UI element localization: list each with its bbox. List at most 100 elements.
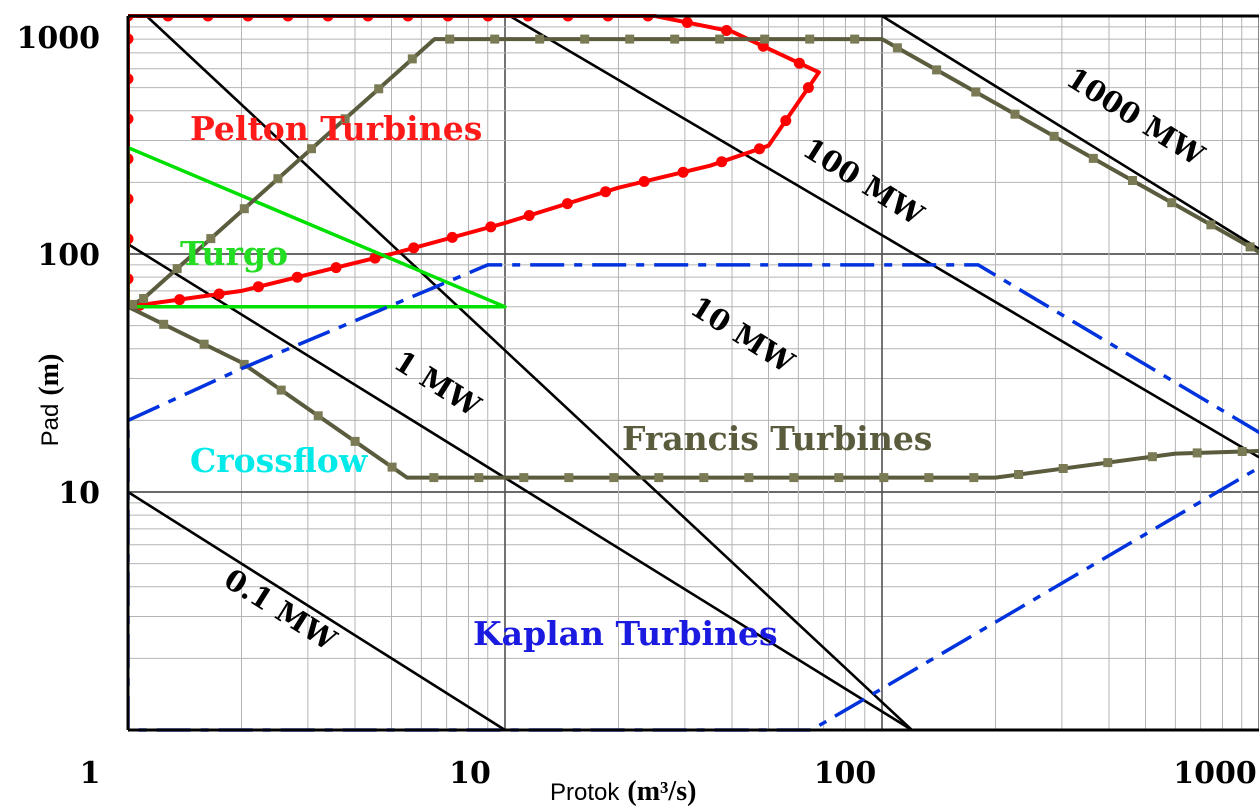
region-label-crossflow: Crossflow (190, 441, 369, 480)
francis-turbines-marker (474, 473, 484, 483)
francis-turbines-marker (924, 473, 934, 483)
y-tick-label: 1000 (17, 21, 101, 56)
pelton-turbines-marker (213, 288, 225, 300)
francis-turbines-marker (744, 473, 754, 483)
francis-turbines-marker (407, 54, 417, 64)
region-label-francis-turbines: Francis Turbines (622, 419, 932, 458)
y-axis-title-word: Pad (37, 404, 64, 447)
francis-turbines-marker (1167, 198, 1177, 208)
francis-turbines-marker (1128, 176, 1137, 185)
pelton-turbines-marker (369, 252, 381, 264)
francis-turbines-marker (490, 34, 500, 44)
francis-turbines-marker (654, 473, 664, 483)
francis-turbines-marker (128, 299, 138, 309)
francis-turbines-marker (850, 34, 860, 44)
power-line-label: 100 MW (797, 131, 930, 232)
x-tick-label: 1 (80, 756, 101, 791)
francis-turbines-marker (445, 34, 455, 44)
power-line-10-mw (145, 15, 913, 731)
francis-turbines-marker (879, 473, 889, 483)
power-line-100-mw (509, 14, 1259, 459)
francis-turbines-marker (374, 84, 384, 94)
x-tick-label: 10 (449, 756, 491, 791)
francis-turbines-marker (789, 473, 799, 483)
x-axis-title-unit: (m³/s) (627, 776, 696, 807)
francis-turbines-marker (834, 473, 844, 483)
francis-turbines-marker (1245, 242, 1255, 252)
region-labels: 0.1 MW 1 MW 10 MW 100 MW 1000 MW Pelton Turbi… (180, 61, 1211, 658)
francis-turbines-marker (1014, 470, 1024, 479)
francis-turbines-marker (1058, 464, 1068, 473)
power-line-label: 10 MW (685, 289, 801, 379)
francis-turbines-marker (276, 385, 286, 395)
y-axis-title: Pad (m) (34, 354, 65, 447)
francis-turbines-marker (535, 34, 545, 44)
francis-turbines-marker (564, 473, 574, 483)
power-line-1-mw (128, 243, 913, 732)
pelton-turbines-marker (721, 25, 732, 36)
francis-turbines-marker (969, 473, 979, 483)
x-axis-title: Protok (m³/s) (550, 776, 696, 807)
francis-turbines-marker (1103, 458, 1113, 468)
svg-text:Pad(m): Pad (m) (34, 354, 65, 447)
region-label-pelton-turbines: Pelton Turbines (190, 109, 482, 148)
y-tick-label: 10 (58, 476, 100, 511)
pelton-turbines-marker (174, 294, 186, 306)
power-line-1000-mw (881, 14, 1259, 251)
pelton-turbines-marker (802, 82, 814, 94)
francis-turbines-marker (609, 473, 619, 483)
francis-turbines-marker (1206, 220, 1216, 230)
francis-turbines-marker (932, 65, 942, 75)
grid (127, 15, 1259, 731)
pelton-turbines-marker (793, 57, 805, 69)
pelton-turbines-marker (780, 115, 792, 127)
francis-turbines-marker (805, 34, 815, 44)
pelton-turbines-marker (446, 231, 458, 243)
francis-turbines-marker (429, 473, 439, 483)
francis-turbines-marker (580, 34, 590, 44)
axes (126, 14, 1259, 732)
francis-turbines-marker (715, 34, 725, 44)
y-tick-label: 100 (37, 238, 100, 273)
francis-turbines-marker (1237, 447, 1247, 456)
francis-turbines-marker (313, 411, 323, 421)
pelton-turbines-marker (408, 242, 420, 254)
francis-turbines-marker (387, 462, 397, 472)
region-label-kaplan-turbines: Kaplan Turbines (473, 614, 778, 653)
x-tick-label: 1000 (1173, 756, 1257, 791)
pelton-turbines-marker (716, 156, 728, 168)
francis-turbines-marker (971, 87, 981, 97)
pelton-turbines-marker (681, 17, 693, 28)
francis-turbines-marker (159, 319, 169, 329)
power-lines (128, 14, 1259, 732)
tick-labels: 1 10 100 1000 1000 100 10 (17, 21, 1257, 791)
francis-turbines-marker (1192, 448, 1202, 458)
francis-turbines-marker (625, 34, 635, 44)
francis-turbines-marker (239, 359, 249, 369)
francis-turbines-marker (1147, 452, 1157, 462)
y-axis-title-unit: (m) (34, 354, 65, 396)
pelton-turbines-marker (485, 221, 497, 233)
francis-turbines-marker (670, 34, 680, 44)
power-line-0-1-mw (128, 490, 506, 732)
power-line-label: 1000 MW (1061, 61, 1211, 173)
francis-turbines-marker (273, 174, 283, 184)
pelton-turbines-marker (523, 210, 535, 221)
francis-turbines-marker (172, 264, 182, 274)
francis-turbines-marker (1010, 109, 1020, 119)
pelton-turbines-marker (600, 186, 612, 198)
francis-turbines-marker (239, 204, 249, 214)
pelton-turbines-marker (638, 176, 650, 187)
francis-turbines-marker (699, 473, 709, 483)
power-line-label: 1 MW (388, 344, 487, 424)
francis-turbines-marker (760, 34, 770, 44)
francis-turbines-marker (340, 114, 350, 124)
pelton-turbines-marker (677, 166, 689, 178)
francis-turbines-marker (199, 339, 209, 349)
pelton-turbines-marker (330, 262, 342, 274)
francis-turbines-marker (892, 43, 902, 53)
x-axis-title-word: Protok (550, 779, 620, 806)
francis-turbines-marker (519, 473, 529, 483)
francis-turbines-marker (350, 436, 360, 446)
